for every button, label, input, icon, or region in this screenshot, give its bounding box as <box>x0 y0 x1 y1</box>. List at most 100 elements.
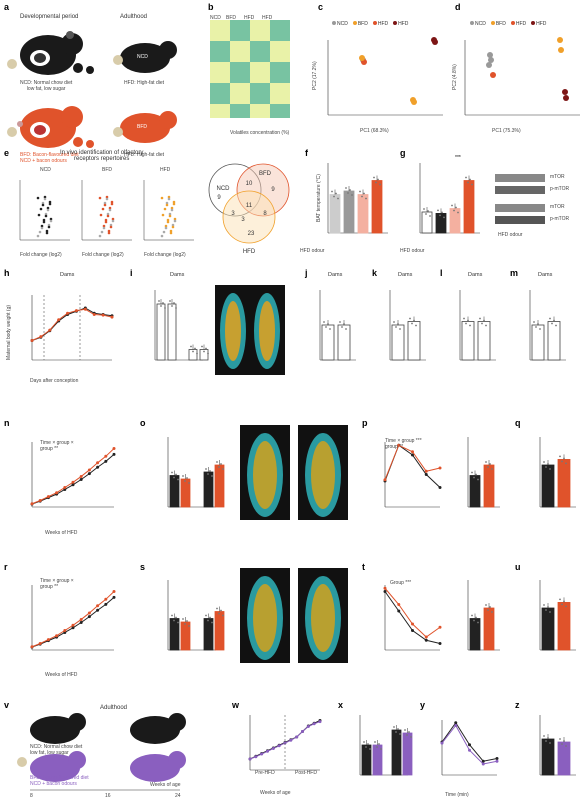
pca-c-xlabel: PC1 (68.3%) <box>360 128 389 134</box>
panel-letter-x: x <box>338 700 344 710</box>
volc-point <box>168 212 172 216</box>
data-point <box>175 616 177 619</box>
bar <box>483 464 495 508</box>
data-point <box>171 305 173 307</box>
gtt-male-chart <box>383 442 442 508</box>
volc-point <box>173 217 177 221</box>
data-point <box>222 468 224 470</box>
data-point <box>559 455 561 458</box>
bar <box>167 303 177 361</box>
panel-letter-g: g <box>400 148 406 158</box>
data-point <box>218 466 220 468</box>
data-point <box>489 463 491 465</box>
data-point <box>375 181 377 184</box>
data-point <box>177 478 179 481</box>
v-tick-16: 16 <box>105 793 111 799</box>
volc-xlabel-2: Fold change (log2) <box>82 252 124 258</box>
r-stats: Time × group × group ** <box>40 578 74 590</box>
data-point <box>481 322 483 325</box>
series-point <box>71 480 75 484</box>
p-stats: Time × group *** group ** <box>385 438 422 450</box>
bar <box>483 607 495 651</box>
bar <box>214 464 225 508</box>
series-point <box>383 590 387 593</box>
pca-point <box>359 55 365 61</box>
data-point <box>399 328 401 330</box>
volc-point <box>168 214 172 218</box>
bar <box>343 190 355 234</box>
panel-letter-z: z <box>515 700 520 710</box>
heatmap-cell <box>230 111 250 118</box>
data-point <box>337 197 339 200</box>
volc-point <box>161 213 165 217</box>
data-point <box>469 178 471 181</box>
maternal-homa-chart <box>459 290 496 361</box>
data-point <box>415 324 417 327</box>
data-point <box>361 195 363 198</box>
weight-gain-male-chart <box>30 442 116 508</box>
mri-female <box>240 568 348 663</box>
series-point <box>71 626 75 630</box>
data-point <box>437 209 439 212</box>
series-point <box>424 473 428 476</box>
heatmap-cell <box>230 97 250 104</box>
volc-sub-hfd: HFD <box>160 167 171 173</box>
data-point <box>377 178 379 181</box>
volc-point <box>109 223 113 227</box>
volc-point <box>165 203 169 207</box>
data-point <box>559 598 561 601</box>
pca-d-chart <box>464 37 580 116</box>
bar <box>329 194 341 234</box>
series-point <box>101 313 105 317</box>
series-point <box>438 486 442 489</box>
e-title: In vivo identification of olfactory rece… <box>60 150 144 162</box>
legend-entry: HFD <box>372 21 388 27</box>
volc-point <box>103 201 107 205</box>
data-point <box>327 323 329 325</box>
heatmap-chart <box>210 20 290 118</box>
heatmap-xlabel: Volatiles concentration (%) <box>230 130 290 136</box>
heatmap-cell <box>270 20 290 27</box>
volc-point <box>41 203 45 207</box>
volc-point <box>44 214 48 218</box>
gtt-adult-chart <box>440 720 499 776</box>
data-point <box>395 326 397 328</box>
data-point <box>555 324 557 327</box>
fasting-glucose-adult-chart <box>539 715 576 776</box>
volc-point <box>170 208 174 212</box>
data-point <box>363 192 365 195</box>
series-line <box>31 453 115 505</box>
fasting-glucose-male-chart <box>539 437 576 508</box>
legend-entry: BFD <box>352 21 368 27</box>
heatmap-cell <box>210 97 230 104</box>
series-point <box>46 495 50 499</box>
volc-point <box>48 200 52 204</box>
data-point <box>427 210 429 212</box>
series-point <box>87 468 91 472</box>
bar <box>421 211 433 234</box>
heatmap-cell <box>250 48 270 55</box>
volc-point <box>160 234 164 238</box>
data-point <box>465 322 467 325</box>
data-point <box>177 621 179 624</box>
data-point <box>341 326 343 328</box>
data-point <box>188 625 190 627</box>
heatmap-cell <box>230 104 250 111</box>
series-point <box>66 311 70 315</box>
weight-gain-female-chart <box>30 585 116 651</box>
data-point <box>186 620 188 622</box>
data-point <box>487 609 489 611</box>
data-point <box>196 352 198 355</box>
data-point <box>171 471 173 474</box>
heatmap-cell <box>250 62 270 69</box>
heatmap-cell <box>270 69 290 76</box>
volc-point <box>166 218 170 222</box>
volc-point <box>105 195 109 199</box>
bar <box>541 464 555 508</box>
n-stats: Time × group × group ** <box>40 440 74 452</box>
data-point <box>475 616 477 619</box>
data-point <box>487 466 489 468</box>
series-point <box>104 454 108 458</box>
series-point <box>112 590 116 593</box>
v-ncd-desc: NCD: Normal chow diet low fat, low sugar <box>30 744 83 756</box>
